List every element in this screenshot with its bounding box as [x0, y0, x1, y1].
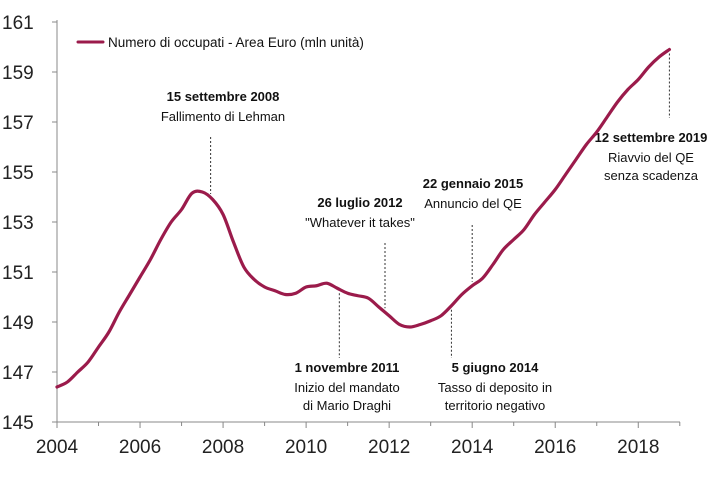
x-tick-label: 2004 [36, 437, 79, 458]
x-tick-label: 2012 [368, 437, 410, 458]
y-tick-label: 149 [2, 313, 34, 334]
series-line [55, 47, 672, 389]
chart-annotations: 15 settembre 2008 Fallimento di Lehman 26 … [161, 53, 708, 413]
x-axis-ticks: 2004 2006 2008 2010 2012 2014 2016 2018 [36, 422, 681, 458]
annotation-date: 5 giugno 2014 [452, 360, 539, 375]
legend-label: Numero di occupati - Area Euro (mln unit… [108, 35, 364, 50]
x-tick-label: 2008 [202, 437, 244, 458]
annotation-date: 1 novembre 2011 [295, 360, 400, 375]
y-tick-label: 151 [2, 263, 34, 284]
y-tick-label: 157 [2, 113, 34, 134]
y-tick-label: 161 [2, 13, 34, 34]
x-tick-label: 2006 [119, 437, 161, 458]
annotation-text: Inizio del mandato [294, 380, 400, 395]
y-tick-label: 153 [2, 213, 34, 234]
annotation-text: "Whatever it takes" [305, 215, 415, 230]
y-tick-label: 145 [2, 413, 34, 434]
annotation-text: Annuncio del QE [424, 196, 522, 211]
annotation-text: territorio negativo [445, 398, 545, 413]
annotation-date: 22 gennaio 2015 [423, 176, 523, 191]
y-tick-label: 155 [2, 163, 34, 184]
annotation-date: 26 luglio 2012 [317, 195, 402, 210]
annotation-text: senza scadenza [604, 168, 699, 183]
annotation-text: Tasso di deposito in [438, 380, 552, 395]
annotation-text: Fallimento di Lehman [161, 109, 285, 124]
annotation-date: 15 settembre 2008 [167, 89, 280, 104]
x-tick-label: 2018 [617, 437, 659, 458]
chart-axes [56, 20, 680, 423]
annotation-text: di Mario Draghi [303, 398, 391, 413]
annotation-date: 12 settembre 2019 [595, 130, 708, 145]
y-tick-label: 159 [2, 63, 34, 84]
chart-series [55, 47, 672, 389]
chart-legend: Numero di occupati - Area Euro (mln unit… [76, 35, 364, 50]
annotation-text: Riavvio del QE [608, 150, 694, 165]
x-tick-label: 2014 [451, 437, 494, 458]
y-axis-ticks: 145 147 149 151 153 155 157 159 161 [2, 13, 57, 434]
x-tick-label: 2016 [534, 437, 576, 458]
y-tick-label: 147 [2, 363, 34, 384]
x-tick-label: 2010 [285, 437, 327, 458]
